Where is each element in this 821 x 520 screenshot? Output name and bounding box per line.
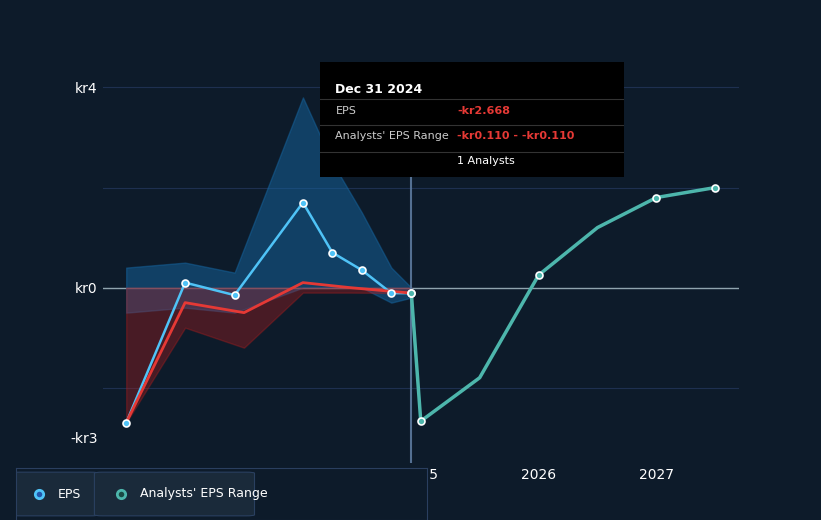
Text: -kr0.110 - -kr0.110: -kr0.110 - -kr0.110 <box>457 131 574 141</box>
Text: 1 Analysts: 1 Analysts <box>457 156 515 166</box>
Text: Analysts' EPS Range: Analysts' EPS Range <box>336 131 449 141</box>
Text: Actual: Actual <box>365 93 409 106</box>
Text: EPS: EPS <box>57 488 80 500</box>
FancyBboxPatch shape <box>94 472 255 516</box>
Text: EPS: EPS <box>336 106 356 116</box>
Text: -kr2.668: -kr2.668 <box>457 106 510 116</box>
FancyBboxPatch shape <box>12 472 99 516</box>
Text: Dec 31 2024: Dec 31 2024 <box>336 83 423 96</box>
Text: Analysts Forecasts: Analysts Forecasts <box>417 93 534 106</box>
Text: Analysts' EPS Range: Analysts' EPS Range <box>140 488 267 500</box>
